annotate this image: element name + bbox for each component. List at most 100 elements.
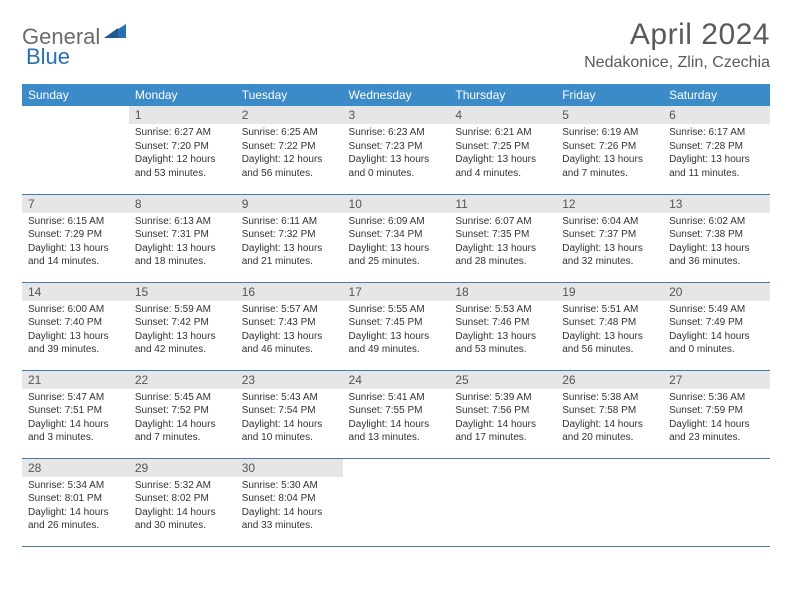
month-title: April 2024 xyxy=(584,18,770,52)
day-details: Sunrise: 6:11 AMSunset: 7:32 PMDaylight:… xyxy=(236,213,343,273)
daylight-line2: and 21 minutes. xyxy=(242,255,337,269)
sunset-text: Sunset: 7:28 PM xyxy=(669,140,764,154)
day-number: 11 xyxy=(449,195,556,213)
calendar-day-cell: 17Sunrise: 5:55 AMSunset: 7:45 PMDayligh… xyxy=(343,282,450,370)
sunrise-text: Sunrise: 6:21 AM xyxy=(455,126,550,140)
sunrise-text: Sunrise: 5:57 AM xyxy=(242,303,337,317)
day-number: 14 xyxy=(22,283,129,301)
daylight-line2: and 46 minutes. xyxy=(242,343,337,357)
sunset-text: Sunset: 7:51 PM xyxy=(28,404,123,418)
daylight-line2: and 49 minutes. xyxy=(349,343,444,357)
calendar-empty-cell xyxy=(556,458,663,546)
day-details: Sunrise: 5:36 AMSunset: 7:59 PMDaylight:… xyxy=(663,389,770,449)
day-details: Sunrise: 6:21 AMSunset: 7:25 PMDaylight:… xyxy=(449,124,556,184)
day-details: Sunrise: 5:43 AMSunset: 7:54 PMDaylight:… xyxy=(236,389,343,449)
calendar-day-cell: 5Sunrise: 6:19 AMSunset: 7:26 PMDaylight… xyxy=(556,106,663,194)
sunset-text: Sunset: 7:20 PM xyxy=(135,140,230,154)
sunrise-text: Sunrise: 5:32 AM xyxy=(135,479,230,493)
daylight-line2: and 56 minutes. xyxy=(242,167,337,181)
title-block: April 2024 Nedakonice, Zlin, Czechia xyxy=(584,18,770,72)
daylight-line1: Daylight: 13 hours xyxy=(455,153,550,167)
sunset-text: Sunset: 7:23 PM xyxy=(349,140,444,154)
sunrise-text: Sunrise: 5:39 AM xyxy=(455,391,550,405)
calendar-page: General April 2024 Nedakonice, Zlin, Cze… xyxy=(0,0,792,565)
calendar-week-row: 14Sunrise: 6:00 AMSunset: 7:40 PMDayligh… xyxy=(22,282,770,370)
day-number: 18 xyxy=(449,283,556,301)
day-details: Sunrise: 6:23 AMSunset: 7:23 PMDaylight:… xyxy=(343,124,450,184)
sunset-text: Sunset: 8:01 PM xyxy=(28,492,123,506)
calendar-day-cell: 19Sunrise: 5:51 AMSunset: 7:48 PMDayligh… xyxy=(556,282,663,370)
sunrise-text: Sunrise: 6:23 AM xyxy=(349,126,444,140)
daylight-line2: and 36 minutes. xyxy=(669,255,764,269)
weekday-header: Friday xyxy=(556,84,663,106)
daylight-line1: Daylight: 14 hours xyxy=(135,506,230,520)
calendar-body: 1Sunrise: 6:27 AMSunset: 7:20 PMDaylight… xyxy=(22,106,770,546)
calendar-week-row: 28Sunrise: 5:34 AMSunset: 8:01 PMDayligh… xyxy=(22,458,770,546)
day-details: Sunrise: 5:47 AMSunset: 7:51 PMDaylight:… xyxy=(22,389,129,449)
sunrise-text: Sunrise: 5:53 AM xyxy=(455,303,550,317)
day-details: Sunrise: 6:00 AMSunset: 7:40 PMDaylight:… xyxy=(22,301,129,361)
daylight-line1: Daylight: 14 hours xyxy=(669,418,764,432)
sunrise-text: Sunrise: 6:27 AM xyxy=(135,126,230,140)
daylight-line2: and 28 minutes. xyxy=(455,255,550,269)
calendar-day-cell: 29Sunrise: 5:32 AMSunset: 8:02 PMDayligh… xyxy=(129,458,236,546)
weekday-header: Sunday xyxy=(22,84,129,106)
calendar-week-row: 7Sunrise: 6:15 AMSunset: 7:29 PMDaylight… xyxy=(22,194,770,282)
daylight-line2: and 0 minutes. xyxy=(669,343,764,357)
sunset-text: Sunset: 7:35 PM xyxy=(455,228,550,242)
day-number: 9 xyxy=(236,195,343,213)
day-details: Sunrise: 5:53 AMSunset: 7:46 PMDaylight:… xyxy=(449,301,556,361)
sunset-text: Sunset: 7:56 PM xyxy=(455,404,550,418)
calendar-day-cell: 28Sunrise: 5:34 AMSunset: 8:01 PMDayligh… xyxy=(22,458,129,546)
day-number: 17 xyxy=(343,283,450,301)
sunrise-text: Sunrise: 6:04 AM xyxy=(562,215,657,229)
daylight-line2: and 13 minutes. xyxy=(349,431,444,445)
weekday-header: Saturday xyxy=(663,84,770,106)
day-number: 25 xyxy=(449,371,556,389)
day-details: Sunrise: 5:41 AMSunset: 7:55 PMDaylight:… xyxy=(343,389,450,449)
day-details: Sunrise: 5:49 AMSunset: 7:49 PMDaylight:… xyxy=(663,301,770,361)
daylight-line1: Daylight: 14 hours xyxy=(28,506,123,520)
calendar-day-cell: 4Sunrise: 6:21 AMSunset: 7:25 PMDaylight… xyxy=(449,106,556,194)
sunrise-text: Sunrise: 5:41 AM xyxy=(349,391,444,405)
sunset-text: Sunset: 7:42 PM xyxy=(135,316,230,330)
sunset-text: Sunset: 7:38 PM xyxy=(669,228,764,242)
calendar-day-cell: 18Sunrise: 5:53 AMSunset: 7:46 PMDayligh… xyxy=(449,282,556,370)
day-number: 12 xyxy=(556,195,663,213)
sunset-text: Sunset: 7:52 PM xyxy=(135,404,230,418)
daylight-line1: Daylight: 14 hours xyxy=(349,418,444,432)
day-details: Sunrise: 6:15 AMSunset: 7:29 PMDaylight:… xyxy=(22,213,129,273)
header: General April 2024 Nedakonice, Zlin, Cze… xyxy=(22,18,770,72)
weekday-header: Monday xyxy=(129,84,236,106)
day-number: 26 xyxy=(556,371,663,389)
day-details: Sunrise: 6:02 AMSunset: 7:38 PMDaylight:… xyxy=(663,213,770,273)
day-number: 2 xyxy=(236,106,343,124)
daylight-line1: Daylight: 13 hours xyxy=(135,242,230,256)
day-details: Sunrise: 6:07 AMSunset: 7:35 PMDaylight:… xyxy=(449,213,556,273)
sunset-text: Sunset: 7:29 PM xyxy=(28,228,123,242)
sunrise-text: Sunrise: 5:30 AM xyxy=(242,479,337,493)
sunset-text: Sunset: 7:55 PM xyxy=(349,404,444,418)
calendar-empty-cell xyxy=(663,458,770,546)
calendar-day-cell: 21Sunrise: 5:47 AMSunset: 7:51 PMDayligh… xyxy=(22,370,129,458)
sunrise-text: Sunrise: 5:36 AM xyxy=(669,391,764,405)
sunrise-text: Sunrise: 6:25 AM xyxy=(242,126,337,140)
day-details: Sunrise: 5:57 AMSunset: 7:43 PMDaylight:… xyxy=(236,301,343,361)
calendar-day-cell: 22Sunrise: 5:45 AMSunset: 7:52 PMDayligh… xyxy=(129,370,236,458)
weekday-header: Tuesday xyxy=(236,84,343,106)
calendar-day-cell: 7Sunrise: 6:15 AMSunset: 7:29 PMDaylight… xyxy=(22,194,129,282)
daylight-line2: and 53 minutes. xyxy=(135,167,230,181)
calendar-empty-cell xyxy=(449,458,556,546)
daylight-line2: and 4 minutes. xyxy=(455,167,550,181)
day-details: Sunrise: 5:45 AMSunset: 7:52 PMDaylight:… xyxy=(129,389,236,449)
calendar-day-cell: 1Sunrise: 6:27 AMSunset: 7:20 PMDaylight… xyxy=(129,106,236,194)
calendar-day-cell: 16Sunrise: 5:57 AMSunset: 7:43 PMDayligh… xyxy=(236,282,343,370)
day-number: 24 xyxy=(343,371,450,389)
day-number: 20 xyxy=(663,283,770,301)
daylight-line2: and 39 minutes. xyxy=(28,343,123,357)
calendar-empty-cell xyxy=(343,458,450,546)
sunset-text: Sunset: 7:54 PM xyxy=(242,404,337,418)
daylight-line1: Daylight: 13 hours xyxy=(562,153,657,167)
day-details: Sunrise: 5:34 AMSunset: 8:01 PMDaylight:… xyxy=(22,477,129,537)
day-details: Sunrise: 6:09 AMSunset: 7:34 PMDaylight:… xyxy=(343,213,450,273)
